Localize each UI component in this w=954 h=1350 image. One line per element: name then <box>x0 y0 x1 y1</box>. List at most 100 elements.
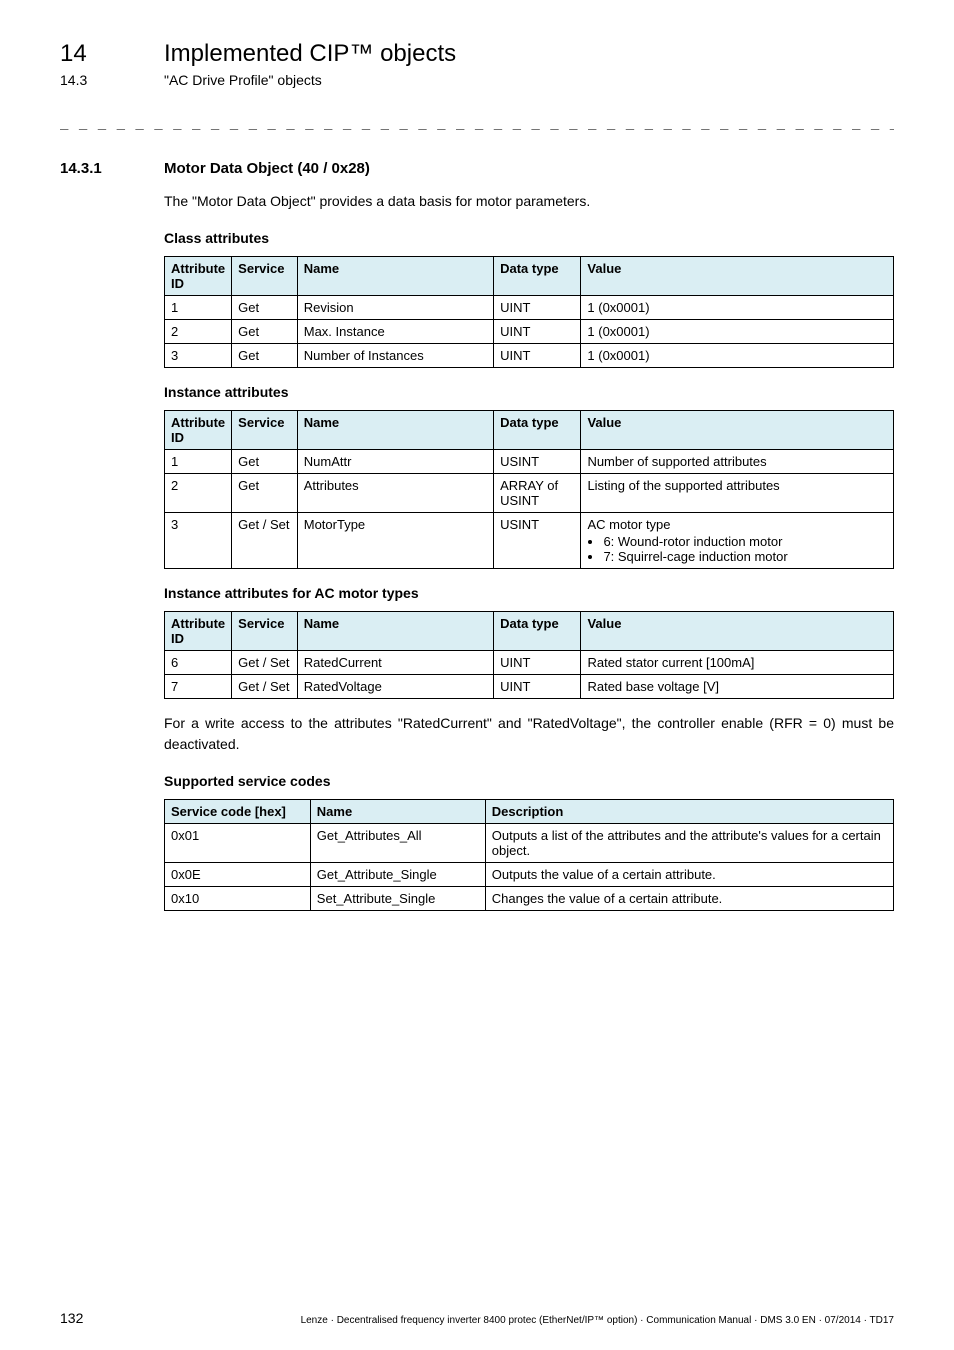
table-cell: UINT <box>494 651 581 675</box>
page-footer: 132 Lenze · Decentralised frequency inve… <box>60 1310 894 1326</box>
service-codes-table: Service code [hex] Name Description 0x01… <box>164 799 894 911</box>
class-attributes-table: Attribute ID Service Name Data type Valu… <box>164 256 894 368</box>
table-row: 2GetAttributesARRAY of USINTListing of t… <box>165 474 894 513</box>
col-header: Service <box>232 612 298 651</box>
table-cell: Get <box>232 344 298 368</box>
table-cell: RatedVoltage <box>297 675 493 699</box>
table-cell: Get <box>232 450 298 474</box>
table-cell: Get / Set <box>232 651 298 675</box>
table-cell: Get <box>232 320 298 344</box>
table-cell: 2 <box>165 474 232 513</box>
table-row: 3Get / SetMotorTypeUSINTAC motor type6: … <box>165 513 894 569</box>
ac-attributes-table: Attribute ID Service Name Data type Valu… <box>164 611 894 699</box>
col-header: Name <box>310 800 485 824</box>
table-row: 6Get / SetRatedCurrentUINTRated stator c… <box>165 651 894 675</box>
table-cell: 1 <box>165 296 232 320</box>
section-label: "AC Drive Profile" objects <box>164 72 322 88</box>
table-cell: MotorType <box>297 513 493 569</box>
table-cell: 1 (0x0001) <box>581 320 894 344</box>
table-cell: 0x01 <box>165 824 311 863</box>
section-header: 14.3 "AC Drive Profile" objects <box>60 72 894 88</box>
instance-attributes-heading: Instance attributes <box>164 384 894 400</box>
table-cell: Revision <box>297 296 493 320</box>
subsection-header: 14.3.1 Motor Data Object (40 / 0x28) <box>60 160 894 177</box>
table-cell: NumAttr <box>297 450 493 474</box>
table-cell: Outputs a list of the attributes and the… <box>485 824 893 863</box>
dashed-separator: _ _ _ _ _ _ _ _ _ _ _ _ _ _ _ _ _ _ _ _ … <box>60 114 894 130</box>
col-header: Data type <box>494 257 581 296</box>
instance-attributes-table: Attribute ID Service Name Data type Valu… <box>164 410 894 569</box>
page-number: 132 <box>60 1310 83 1326</box>
service-codes-heading: Supported service codes <box>164 773 894 789</box>
table-row: 0x0EGet_Attribute_SingleOutputs the valu… <box>165 863 894 887</box>
cell-bullet-list: 6: Wound-rotor induction motor7: Squirre… <box>587 534 887 564</box>
col-header: Attribute ID <box>165 612 232 651</box>
col-header: Value <box>581 612 894 651</box>
table-row: 7Get / SetRatedVoltageUINTRated base vol… <box>165 675 894 699</box>
table-cell: 1 (0x0001) <box>581 344 894 368</box>
col-header: Name <box>297 257 493 296</box>
col-header: Service code [hex] <box>165 800 311 824</box>
col-header: Data type <box>494 411 581 450</box>
col-header: Description <box>485 800 893 824</box>
chapter-number: 14 <box>60 40 140 68</box>
col-header: Value <box>581 411 894 450</box>
page-root: 14 Implemented CIP™ objects 14.3 "AC Dri… <box>0 0 954 1350</box>
table-row: 0x01Get_Attributes_AllOutputs a list of … <box>165 824 894 863</box>
table-cell: Max. Instance <box>297 320 493 344</box>
table-header-row: Service code [hex] Name Description <box>165 800 894 824</box>
intro-paragraph: The "Motor Data Object" provides a data … <box>164 191 894 212</box>
section-number: 14.3 <box>60 72 140 88</box>
class-attributes-heading: Class attributes <box>164 230 894 246</box>
table-cell: 6 <box>165 651 232 675</box>
table-cell: UINT <box>494 675 581 699</box>
table-row: 1GetRevisionUINT1 (0x0001) <box>165 296 894 320</box>
table-cell: Get / Set <box>232 675 298 699</box>
table-cell: 1 (0x0001) <box>581 296 894 320</box>
col-header: Attribute ID <box>165 257 232 296</box>
col-header: Attribute ID <box>165 411 232 450</box>
col-header: Data type <box>494 612 581 651</box>
table-cell: 3 <box>165 513 232 569</box>
table-header-row: Attribute ID Service Name Data type Valu… <box>165 612 894 651</box>
cell-bullet-item: 7: Squirrel-cage induction motor <box>603 549 887 564</box>
note-paragraph: For a write access to the attributes "Ra… <box>164 713 894 755</box>
table-cell: Rated base voltage [V] <box>581 675 894 699</box>
ac-attributes-heading: Instance attributes for AC motor types <box>164 585 894 601</box>
subsection-title: Motor Data Object (40 / 0x28) <box>164 160 370 177</box>
table-cell: ARRAY of USINT <box>494 474 581 513</box>
table-row: 3GetNumber of InstancesUINT1 (0x0001) <box>165 344 894 368</box>
table-cell: 1 <box>165 450 232 474</box>
col-header: Value <box>581 257 894 296</box>
table-row: 1GetNumAttrUSINTNumber of supported attr… <box>165 450 894 474</box>
table-cell: USINT <box>494 513 581 569</box>
col-header: Service <box>232 257 298 296</box>
table-cell: Number of Instances <box>297 344 493 368</box>
table-cell: Set_Attribute_Single <box>310 887 485 911</box>
footer-text: Lenze · Decentralised frequency inverter… <box>301 1315 894 1326</box>
table-cell: Get_Attribute_Single <box>310 863 485 887</box>
col-header: Service <box>232 411 298 450</box>
table-cell: Attributes <box>297 474 493 513</box>
table-cell: Rated stator current [100mA] <box>581 651 894 675</box>
table-header-row: Attribute ID Service Name Data type Valu… <box>165 411 894 450</box>
chapter-header: 14 Implemented CIP™ objects <box>60 40 894 68</box>
table-cell: Get_Attributes_All <box>310 824 485 863</box>
table-cell: UINT <box>494 344 581 368</box>
table-cell: AC motor type6: Wound-rotor induction mo… <box>581 513 894 569</box>
col-header: Name <box>297 411 493 450</box>
table-row: 2GetMax. InstanceUINT1 (0x0001) <box>165 320 894 344</box>
table-cell: Listing of the supported attributes <box>581 474 894 513</box>
table-cell: Get <box>232 474 298 513</box>
table-header-row: Attribute ID Service Name Data type Valu… <box>165 257 894 296</box>
subsection-number: 14.3.1 <box>60 160 140 177</box>
chapter-title: Implemented CIP™ objects <box>164 40 456 68</box>
table-cell: Get <box>232 296 298 320</box>
table-cell: Changes the value of a certain attribute… <box>485 887 893 911</box>
table-cell: 2 <box>165 320 232 344</box>
col-header: Name <box>297 612 493 651</box>
table-cell: UINT <box>494 296 581 320</box>
table-cell: Outputs the value of a certain attribute… <box>485 863 893 887</box>
table-cell: 3 <box>165 344 232 368</box>
table-cell: Number of supported attributes <box>581 450 894 474</box>
